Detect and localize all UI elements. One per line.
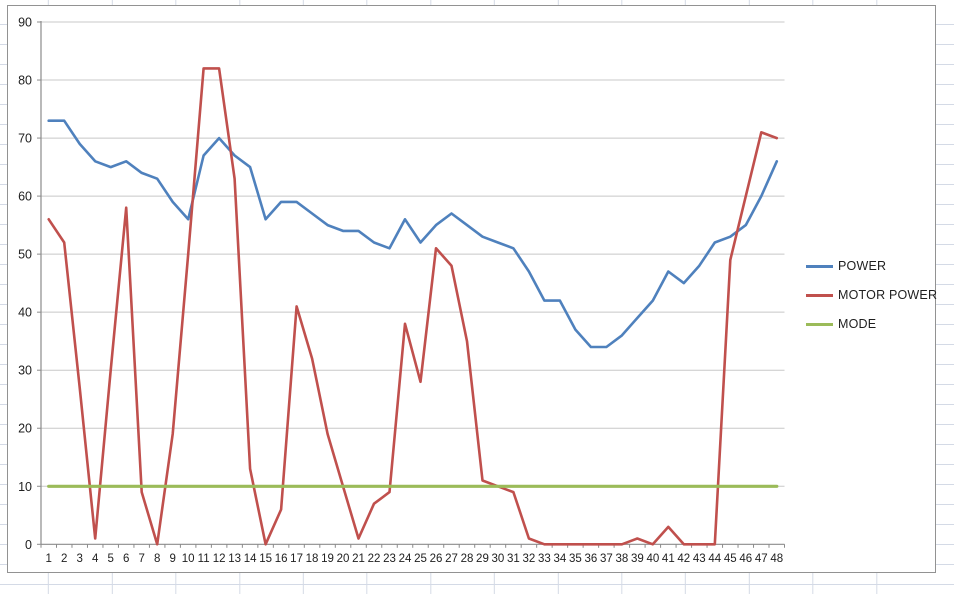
x-axis-label: 3 xyxy=(77,553,83,565)
x-axis-label: 47 xyxy=(755,553,768,565)
x-axis-label: 46 xyxy=(739,553,752,565)
x-axis-label: 34 xyxy=(554,553,567,565)
x-axis-label: 27 xyxy=(445,553,458,565)
x-axis-label: 8 xyxy=(154,553,160,565)
axes xyxy=(37,21,785,548)
x-axis-label: 37 xyxy=(600,553,613,565)
legend-label-motor-power: MOTOR POWER xyxy=(838,288,938,302)
chart-object[interactable]: 0 10 20 30 40 50 60 70 80 90 1 2 3 4 5 6 7 8 9 10 11 12 13 14 15… xyxy=(7,5,937,574)
x-axis-label: 38 xyxy=(615,553,628,565)
y-axis-label: 50 xyxy=(18,248,32,262)
x-axis-label: 10 xyxy=(182,553,195,565)
x-axis-label: 35 xyxy=(569,553,582,565)
legend-item-mode[interactable]: MODE xyxy=(806,317,876,331)
x-axis-label: 39 xyxy=(631,553,644,565)
x-axis-label: 25 xyxy=(414,553,427,565)
y-axis-label: 0 xyxy=(25,538,32,552)
x-axis-label: 9 xyxy=(169,553,175,565)
y-axis-label: 70 xyxy=(18,132,32,146)
x-axis-label: 5 xyxy=(108,553,114,565)
x-axis-label: 19 xyxy=(321,553,334,565)
x-axis-label: 14 xyxy=(244,553,257,565)
x-axis-label: 42 xyxy=(677,553,690,565)
mode-line-swatch xyxy=(806,322,833,326)
legend-label-mode: MODE xyxy=(838,317,877,331)
motor-power-line-swatch xyxy=(806,293,833,297)
x-axis-label: 17 xyxy=(290,553,303,565)
x-axis-label: 45 xyxy=(724,553,737,565)
legend-item-power[interactable]: POWER xyxy=(806,259,886,273)
x-axis-label: 23 xyxy=(383,553,396,565)
y-axis-label: 10 xyxy=(18,480,32,494)
x-axis-label: 33 xyxy=(538,553,551,565)
x-axis-label: 16 xyxy=(275,553,288,565)
x-axis-label: 18 xyxy=(306,553,319,565)
y-axis-label: 90 xyxy=(18,16,32,30)
power-line-swatch xyxy=(806,264,833,268)
x-axis-label: 24 xyxy=(399,553,412,565)
x-axis-label: 44 xyxy=(708,553,721,565)
x-axis-label: 7 xyxy=(138,553,144,565)
x-axis-label: 31 xyxy=(507,553,520,565)
series-line-power[interactable] xyxy=(47,119,779,349)
x-axis-label: 26 xyxy=(430,553,443,565)
x-axis-label: 48 xyxy=(770,553,783,565)
x-axis-label: 20 xyxy=(337,553,350,565)
x-axis-label: 28 xyxy=(461,553,474,565)
x-axis-label: 40 xyxy=(646,553,659,565)
y-axis-label: 60 xyxy=(18,190,32,204)
y-axis-label: 20 xyxy=(18,422,32,436)
x-axis-label: 29 xyxy=(476,553,489,565)
x-axis-label: 2 xyxy=(61,553,67,565)
x-axis-label: 36 xyxy=(584,553,597,565)
y-axis-label: 30 xyxy=(18,364,32,378)
series-line-motor-power[interactable] xyxy=(47,67,779,546)
x-axis-label: 1 xyxy=(46,553,52,565)
y-axis-label: 80 xyxy=(18,74,32,88)
x-axis-label: 4 xyxy=(92,553,99,565)
x-axis-label: 32 xyxy=(523,553,536,565)
x-axis-label: 6 xyxy=(123,553,129,565)
y-axis-label: 40 xyxy=(18,306,32,320)
gridlines xyxy=(41,21,785,487)
x-axis-label: 21 xyxy=(352,553,365,565)
x-axis-label: 22 xyxy=(368,553,381,565)
x-axis-label: 15 xyxy=(259,553,272,565)
legend-item-motor-power[interactable]: MOTOR POWER xyxy=(806,288,937,302)
x-axis-label: 43 xyxy=(693,553,706,565)
x-axis-label: 12 xyxy=(213,553,226,565)
x-axis-label: 41 xyxy=(662,553,675,565)
x-axis-label: 30 xyxy=(492,553,505,565)
x-axis-label: 13 xyxy=(228,553,241,565)
x-axis-label: 11 xyxy=(198,553,210,565)
legend-label-power: POWER xyxy=(838,259,887,273)
